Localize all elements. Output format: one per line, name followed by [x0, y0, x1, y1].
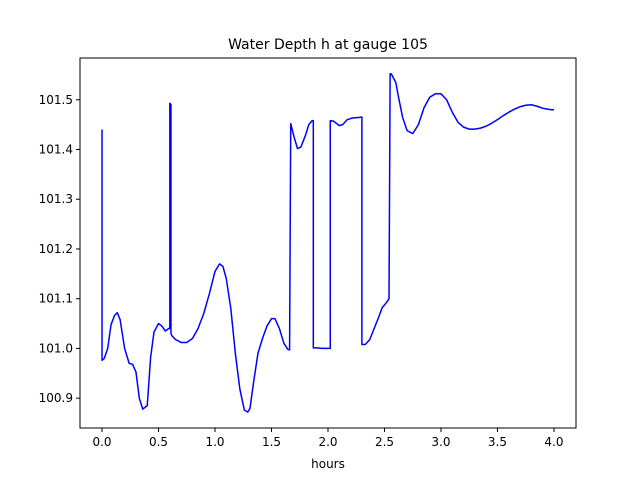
x-axis: 0.0 0.5 1.0 1.5 2.0 2.5 3.0 3.5 4.0	[92, 428, 564, 449]
x-tick-label: 2.5	[375, 435, 394, 449]
x-tick-label: 3.0	[431, 435, 450, 449]
y-tick-label: 101.4	[39, 143, 73, 157]
y-tick-label: 100.9	[39, 391, 73, 405]
x-tick-label: 2.0	[318, 435, 337, 449]
chart-title: Water Depth h at gauge 105	[228, 37, 428, 53]
plot-area	[101, 73, 554, 413]
series-line-0	[101, 73, 554, 413]
y-tick-label: 101.5	[39, 93, 73, 107]
y-axis: 100.9 101.0 101.1 101.2 101.3 101.4 101.5	[39, 93, 80, 405]
x-tick-label: 3.5	[488, 435, 507, 449]
x-axis-label: hours	[311, 457, 345, 471]
y-tick-label: 101.0	[39, 341, 73, 355]
plot-frame	[79, 57, 577, 429]
x-tick-label: 0.5	[149, 435, 168, 449]
x-tick-label: 1.5	[262, 435, 281, 449]
x-tick-label: 1.0	[205, 435, 224, 449]
x-tick-label: 0.0	[92, 435, 111, 449]
x-tick-label: 4.0	[544, 435, 563, 449]
y-tick-label: 101.3	[39, 192, 73, 206]
y-tick-label: 101.1	[39, 292, 73, 306]
y-tick-label: 101.2	[39, 242, 73, 256]
